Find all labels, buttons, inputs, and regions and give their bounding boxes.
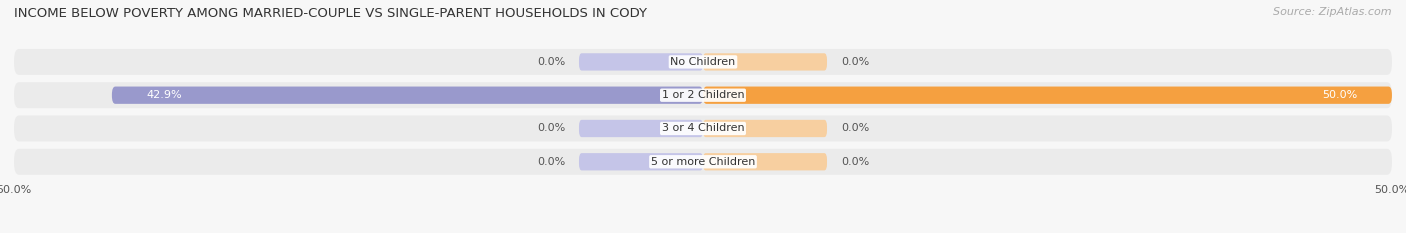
Text: No Children: No Children	[671, 57, 735, 67]
FancyBboxPatch shape	[579, 153, 703, 170]
FancyBboxPatch shape	[14, 116, 1392, 141]
FancyBboxPatch shape	[703, 120, 827, 137]
FancyBboxPatch shape	[703, 153, 827, 170]
Text: 3 or 4 Children: 3 or 4 Children	[662, 123, 744, 134]
Text: 42.9%: 42.9%	[146, 90, 181, 100]
Text: 0.0%: 0.0%	[537, 57, 565, 67]
FancyBboxPatch shape	[14, 49, 1392, 75]
Text: 0.0%: 0.0%	[841, 123, 869, 134]
FancyBboxPatch shape	[14, 82, 1392, 108]
Text: 0.0%: 0.0%	[841, 57, 869, 67]
FancyBboxPatch shape	[112, 86, 703, 104]
Text: INCOME BELOW POVERTY AMONG MARRIED-COUPLE VS SINGLE-PARENT HOUSEHOLDS IN CODY: INCOME BELOW POVERTY AMONG MARRIED-COUPL…	[14, 7, 647, 20]
Text: 50.0%: 50.0%	[1322, 90, 1358, 100]
Text: Source: ZipAtlas.com: Source: ZipAtlas.com	[1274, 7, 1392, 17]
Text: 0.0%: 0.0%	[537, 157, 565, 167]
FancyBboxPatch shape	[14, 149, 1392, 175]
FancyBboxPatch shape	[579, 53, 703, 71]
FancyBboxPatch shape	[579, 120, 703, 137]
FancyBboxPatch shape	[703, 86, 1392, 104]
FancyBboxPatch shape	[703, 53, 827, 71]
Text: 0.0%: 0.0%	[537, 123, 565, 134]
Text: 1 or 2 Children: 1 or 2 Children	[662, 90, 744, 100]
Text: 0.0%: 0.0%	[841, 157, 869, 167]
Text: 5 or more Children: 5 or more Children	[651, 157, 755, 167]
